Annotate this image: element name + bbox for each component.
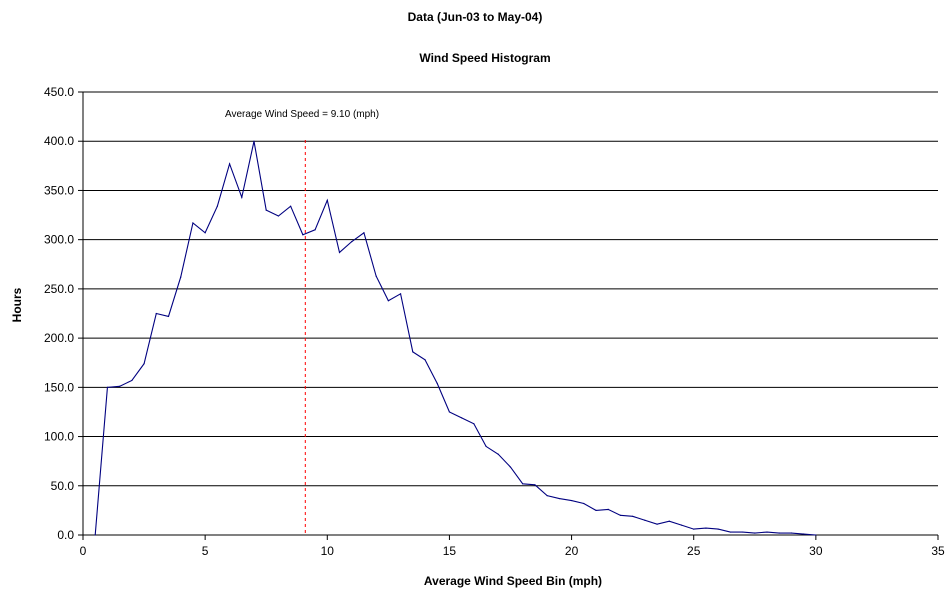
y-tick-label-5: 250.0	[44, 282, 74, 296]
data-point-6	[167, 315, 170, 318]
data-point-23	[375, 275, 377, 277]
chart-subtitle: Wind Speed Histogram	[419, 51, 550, 65]
x-tick-label-1: 5	[202, 544, 209, 558]
data-point-25	[399, 293, 402, 295]
data-point-27	[424, 359, 426, 361]
x-tick-label-0: 0	[80, 544, 87, 558]
data-point-0	[94, 534, 96, 536]
data-point-56	[778, 532, 780, 534]
data-point-45	[644, 519, 646, 521]
data-point-18	[314, 229, 316, 231]
data-point-33	[497, 453, 499, 455]
data-point-48	[680, 524, 683, 526]
data-point-52	[729, 531, 731, 533]
data-point-32	[485, 445, 487, 447]
x-tick-label-4: 20	[565, 544, 579, 558]
data-point-35	[522, 483, 524, 485]
data-point-58	[803, 533, 805, 535]
data-point-49	[693, 528, 695, 530]
series-layer	[94, 140, 817, 536]
y-tick-label-1: 50.0	[51, 479, 75, 493]
data-point-46	[656, 523, 658, 525]
data-point-13	[253, 140, 255, 142]
data-point-38	[558, 497, 560, 500]
y-tick-labels: 0.0 50.0 100.0 150.0 200.0 250.0 300.0 350.0 400…	[44, 85, 74, 542]
data-point-3	[131, 379, 133, 382]
y-tick-label-4: 200.0	[44, 331, 74, 345]
data-point-2	[119, 385, 121, 387]
x-tick-label-3: 15	[443, 544, 457, 558]
data-point-43	[619, 514, 622, 516]
data-point-29	[448, 411, 451, 413]
data-point-57	[790, 532, 793, 534]
data-point-7	[180, 276, 182, 278]
y-tick-label-0: 0.0	[57, 528, 74, 542]
data-point-12	[241, 196, 243, 198]
average-wind-speed-label: Average Wind Speed = 9.10 (mph)	[225, 109, 379, 120]
data-point-16	[290, 205, 292, 207]
data-point-11	[228, 163, 231, 165]
data-point-55	[766, 531, 768, 533]
data-point-20	[338, 251, 341, 254]
data-point-37	[546, 495, 548, 497]
x-tick-label-2: 10	[321, 544, 335, 558]
data-point-36	[534, 484, 536, 486]
y-tick-label-6: 300.0	[44, 233, 74, 247]
data-point-34	[509, 466, 512, 468]
data-point-26	[412, 351, 414, 353]
series-line-0	[94, 141, 816, 536]
data-point-47	[668, 520, 670, 522]
x-axis-title: Average Wind Speed Bin (mph)	[424, 574, 602, 588]
data-point-17	[302, 234, 304, 236]
data-point-14	[265, 209, 267, 211]
data-point-22	[363, 232, 365, 234]
data-point-4	[143, 363, 145, 365]
data-point-50	[705, 527, 707, 529]
gridlines	[83, 91, 938, 487]
data-point-54	[754, 532, 756, 534]
data-point-39	[570, 499, 573, 502]
data-point-31	[473, 423, 475, 425]
x-tick-labels: 0 5 10 15 20 25 30 35	[80, 544, 945, 558]
y-tick-label-2: 100.0	[44, 430, 74, 444]
data-point-30	[461, 417, 463, 419]
data-point-53	[741, 531, 744, 533]
data-point-5	[155, 312, 157, 315]
data-point-8	[192, 222, 194, 224]
y-axis-title: Hours	[10, 287, 24, 322]
x-tick-label-5: 25	[687, 544, 701, 558]
y-tick-label-8: 400.0	[44, 134, 74, 148]
data-point-28	[436, 382, 438, 384]
y-tick-label-3: 150.0	[44, 380, 74, 394]
data-point-9	[204, 232, 206, 234]
data-point-24	[387, 300, 389, 302]
y-tick-label-9: 450.0	[44, 85, 74, 99]
axes	[78, 91, 939, 540]
data-point-15	[277, 215, 280, 217]
x-tick-label-7: 35	[931, 544, 945, 558]
data-point-51	[717, 528, 719, 530]
x-tick-label-6: 30	[809, 544, 823, 558]
chart-title: Data (Jun-03 to May-04)	[408, 10, 543, 24]
data-point-10	[216, 205, 218, 207]
data-point-59	[815, 534, 817, 536]
data-point-19	[326, 199, 328, 201]
data-point-42	[607, 508, 609, 511]
data-point-1	[106, 386, 109, 388]
data-point-40	[583, 502, 585, 505]
data-point-21	[351, 241, 353, 243]
data-point-41	[595, 509, 597, 511]
y-tick-label-7: 350.0	[44, 183, 74, 197]
data-point-44	[632, 515, 634, 517]
